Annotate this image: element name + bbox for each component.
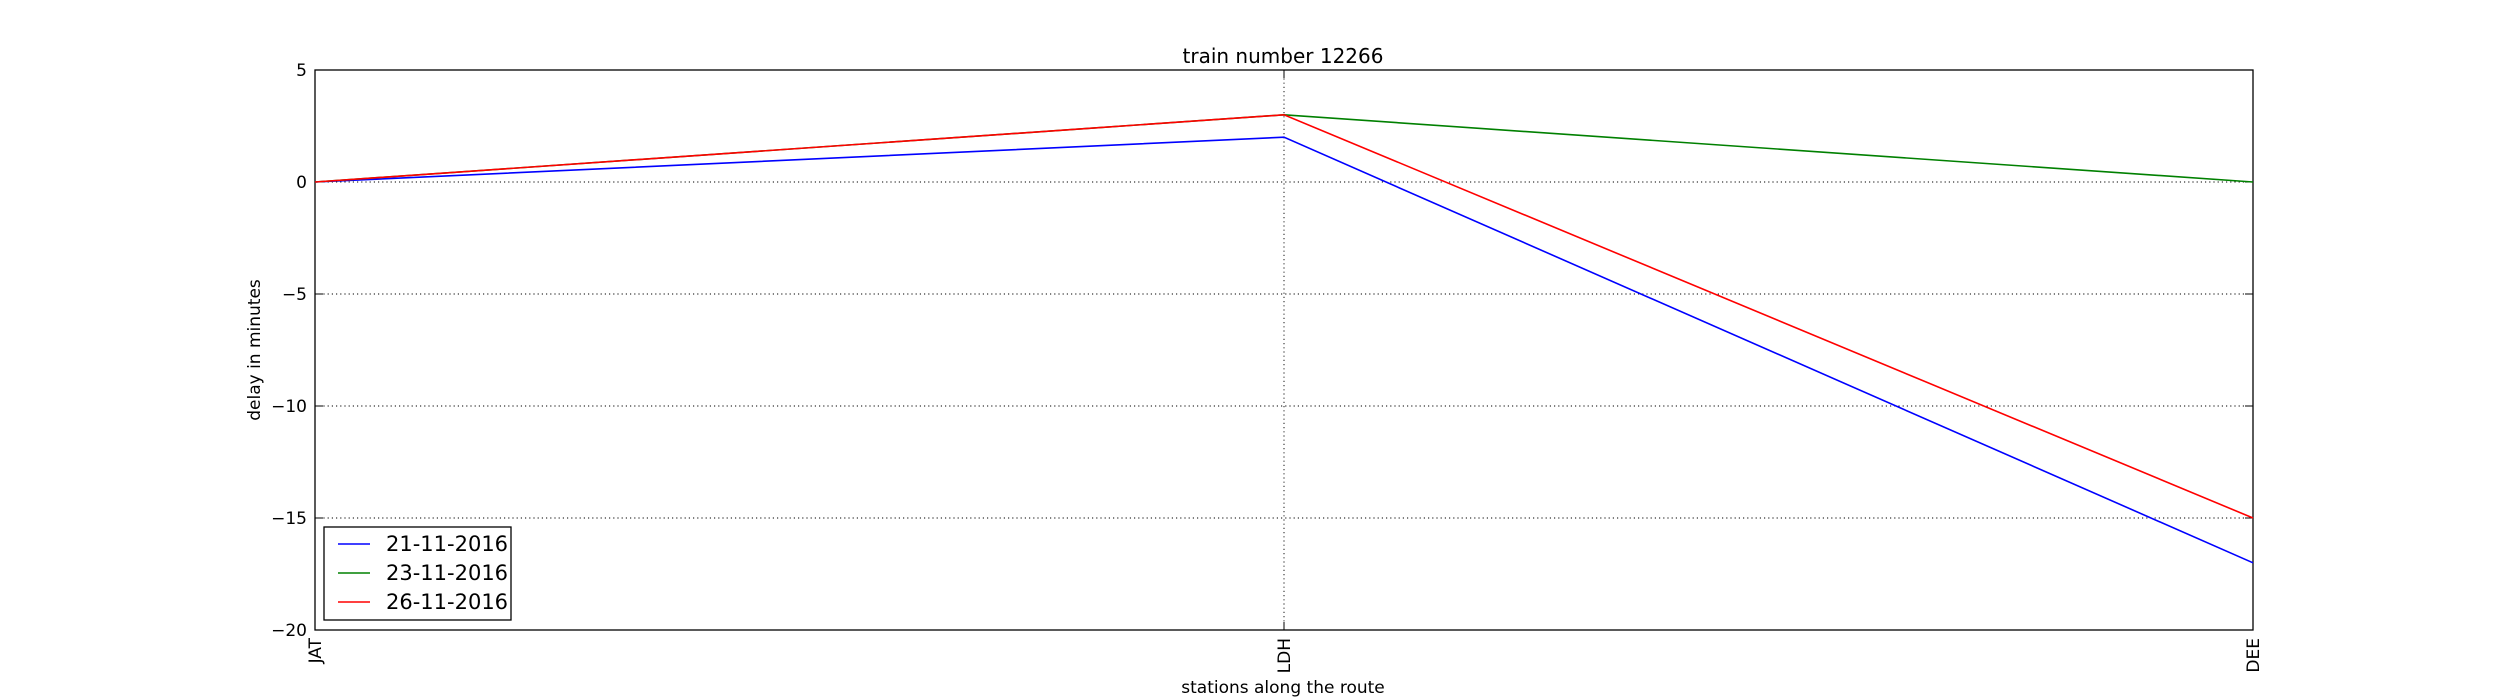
y-tick-label: 0 — [296, 173, 307, 193]
legend-label: 26-11-2016 — [386, 590, 508, 614]
legend-label: 23-11-2016 — [386, 561, 508, 585]
x-axis-label: stations along the route — [1181, 678, 1385, 698]
x-tick-label: DEE — [2244, 638, 2264, 673]
y-axis-ticks: 5 0 −5 −10 −15 −20 — [271, 61, 2253, 641]
x-tick-label: LDH — [1275, 638, 1295, 673]
y-axis-label: delay in minutes — [245, 279, 265, 421]
series-lines — [314, 113, 2254, 564]
y-tick-label: −5 — [282, 285, 307, 305]
series-line-21-11-2016 — [314, 136, 2254, 564]
legend: 21-11-2016 23-11-2016 26-11-2016 — [323, 526, 512, 621]
series-line-26-11-2016 — [314, 113, 2254, 519]
y-tick-label: −20 — [271, 621, 307, 641]
chart-title: train number 12266 — [1183, 44, 1384, 68]
y-tick-label: −15 — [271, 509, 307, 529]
legend-label: 21-11-2016 — [386, 532, 508, 556]
x-tick-label: JAT — [306, 637, 326, 664]
gridlines — [315, 70, 2253, 630]
x-axis-ticks: JAT LDH DEE — [306, 70, 2264, 673]
legend-items: 21-11-2016 23-11-2016 26-11-2016 — [338, 532, 508, 614]
y-tick-label: −10 — [271, 397, 307, 417]
y-tick-label: 5 — [296, 61, 307, 81]
